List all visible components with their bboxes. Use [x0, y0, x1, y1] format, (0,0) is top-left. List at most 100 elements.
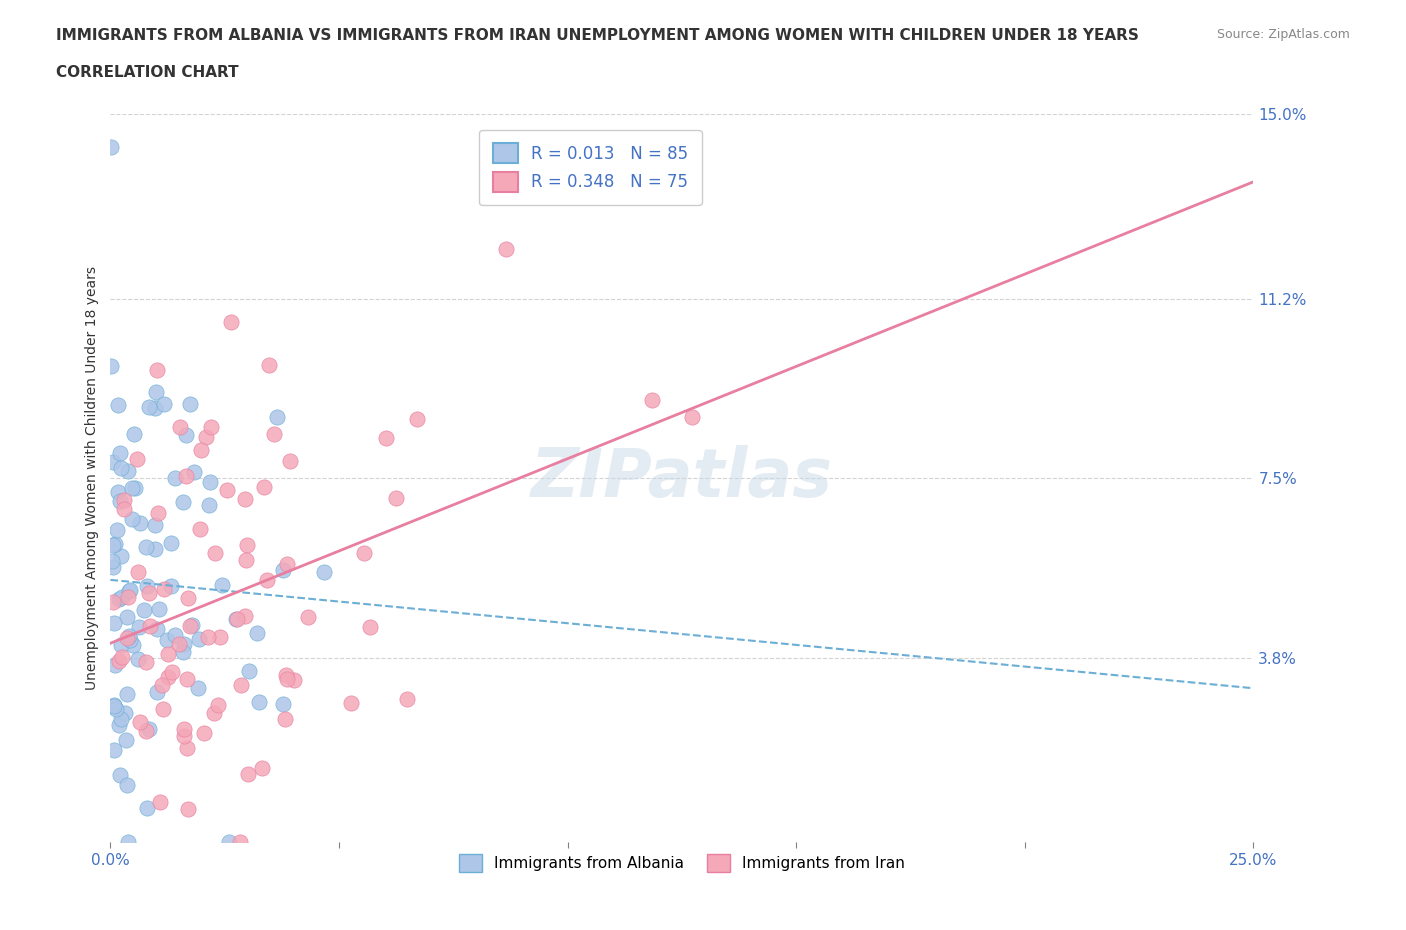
Point [172, 495, 194, 510]
Point [173, 728, 195, 743]
Point [129, 715, 152, 730]
Point [101, 559, 124, 574]
Point [278, 453, 301, 468]
Point [104, 537, 127, 551]
Point [167, 637, 190, 652]
Point [215, 483, 238, 498]
Point [353, 545, 375, 560]
Point [139, 618, 162, 633]
Point [174, 469, 197, 484]
Point [172, 644, 194, 659]
Point [236, 538, 259, 552]
Point [173, 636, 195, 651]
Point [125, 451, 148, 466]
Point [385, 490, 408, 505]
Point [145, 621, 167, 636]
Point [160, 578, 183, 593]
Point [111, 649, 134, 664]
Point [221, 314, 243, 329]
Point [103, 616, 125, 631]
Point [101, 554, 124, 569]
Point [276, 671, 298, 686]
Point [110, 460, 132, 475]
Point [218, 835, 240, 850]
Point [204, 705, 226, 720]
Point [127, 565, 149, 580]
Point [145, 518, 167, 533]
Point [209, 629, 232, 644]
Point [681, 409, 703, 424]
Point [128, 619, 150, 634]
Point [122, 637, 145, 652]
Point [118, 629, 141, 644]
Point [118, 584, 141, 599]
Point [100, 140, 122, 155]
Point [101, 538, 124, 552]
Point [197, 498, 219, 512]
Point [187, 631, 209, 646]
Text: Source: ZipAtlas.com: Source: ZipAtlas.com [1216, 28, 1350, 41]
Point [135, 655, 157, 670]
Point [121, 512, 143, 526]
Point [124, 481, 146, 496]
Point [107, 591, 129, 606]
Point [641, 392, 664, 407]
Y-axis label: Unemployment Among Women with Children Under 18 years: Unemployment Among Women with Children U… [86, 266, 100, 690]
Point [110, 548, 132, 563]
Point [235, 552, 257, 567]
Point [256, 572, 278, 587]
Point [135, 539, 157, 554]
Point [238, 664, 260, 679]
Point [110, 637, 132, 652]
Point [104, 658, 127, 672]
Point [122, 427, 145, 442]
Point [263, 427, 285, 442]
Point [115, 733, 138, 748]
Point [143, 401, 166, 416]
Point [134, 603, 156, 618]
Point [271, 563, 294, 578]
Point [152, 702, 174, 717]
Point [359, 619, 381, 634]
Point [107, 718, 129, 733]
Point [181, 618, 204, 632]
Point [165, 471, 187, 485]
Point [177, 802, 200, 817]
Point [153, 396, 176, 411]
Point [179, 397, 201, 412]
Point [120, 632, 142, 647]
Point [176, 741, 198, 756]
Point [160, 664, 183, 679]
Point [339, 696, 361, 711]
Point [103, 698, 125, 712]
Point [193, 725, 215, 740]
Point [112, 501, 135, 516]
Point [127, 651, 149, 666]
Point [233, 491, 256, 506]
Point [146, 506, 169, 521]
Point [107, 398, 129, 413]
Point [247, 695, 270, 710]
Point [110, 712, 132, 727]
Point [197, 630, 219, 644]
Point [105, 523, 128, 538]
Point [100, 358, 122, 373]
Point [186, 681, 208, 696]
Point [276, 668, 298, 683]
Legend: Immigrants from Albania, Immigrants from Iran: Immigrants from Albania, Immigrants from… [453, 847, 911, 879]
Point [283, 672, 305, 687]
Point [110, 445, 132, 460]
Point [274, 711, 297, 726]
Point [135, 724, 157, 739]
Point [103, 742, 125, 757]
Point [117, 777, 139, 792]
Point [225, 612, 247, 627]
Point [145, 385, 167, 400]
Point [145, 542, 167, 557]
Point [173, 722, 195, 737]
Point [495, 241, 517, 256]
Point [146, 684, 169, 699]
Text: IMMIGRANTS FROM ALBANIA VS IMMIGRANTS FROM IRAN UNEMPLOYMENT AMONG WOMEN WITH CH: IMMIGRANTS FROM ALBANIA VS IMMIGRANTS FR… [56, 28, 1139, 43]
Point [195, 430, 218, 445]
Point [229, 835, 252, 850]
